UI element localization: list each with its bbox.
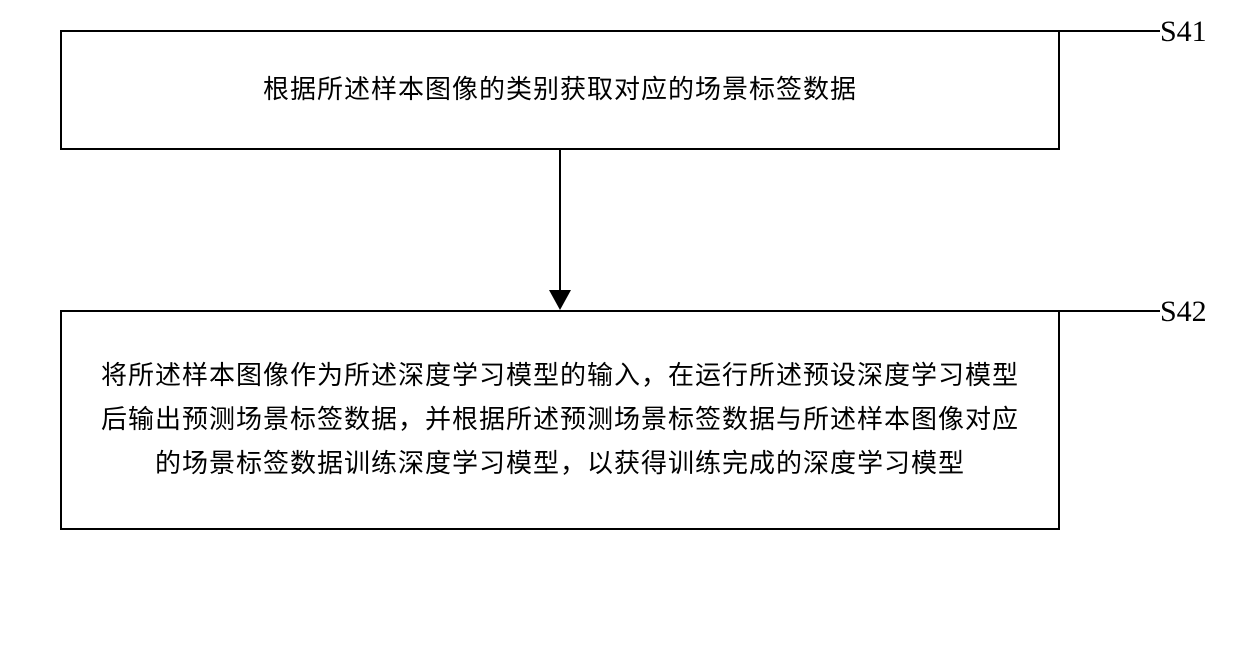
- flowchart-container: 根据所述样本图像的类别获取对应的场景标签数据 S41 将所述样本图像作为所述深度…: [0, 0, 1240, 650]
- step-2-label: S42: [1160, 295, 1207, 329]
- arrow-line: [559, 150, 561, 295]
- arrow-head-icon: [549, 290, 571, 310]
- flow-arrow: [558, 150, 562, 310]
- flowchart-step-1: 根据所述样本图像的类别获取对应的场景标签数据: [60, 30, 1060, 150]
- label-connector-2: [1060, 310, 1160, 312]
- step-1-label: S41: [1160, 15, 1207, 49]
- flowchart-step-2: 将所述样本图像作为所述深度学习模型的输入，在运行所述预设深度学习模型后输出预测场…: [60, 310, 1060, 530]
- step-2-text: 将所述样本图像作为所述深度学习模型的输入，在运行所述预设深度学习模型后输出预测场…: [92, 354, 1028, 487]
- step-1-text: 根据所述样本图像的类别获取对应的场景标签数据: [263, 68, 857, 112]
- label-connector-1: [1060, 30, 1160, 32]
